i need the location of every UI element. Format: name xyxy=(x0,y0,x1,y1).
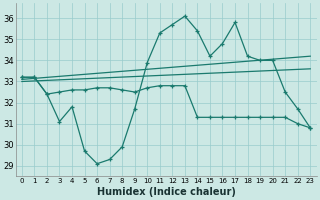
X-axis label: Humidex (Indice chaleur): Humidex (Indice chaleur) xyxy=(97,187,236,197)
